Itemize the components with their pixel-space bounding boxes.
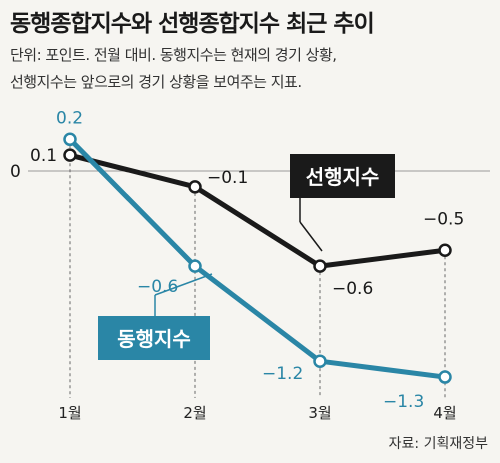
data-point-leading [188, 180, 202, 194]
x-tick-label: 1월 [58, 404, 81, 422]
chart-subtitle-line2: 선행지수는 앞으로의 경기 상황을 보여주는 지표. [10, 73, 302, 91]
data-point-coincident [63, 132, 77, 147]
source-note: 자료: 기획재정부 [388, 436, 488, 452]
leader-line-coincident [154, 273, 213, 296]
data-point-coincident [188, 259, 202, 273]
data-point-leading [438, 243, 452, 257]
legend-box-coincident [98, 316, 210, 360]
data-point-leading [313, 259, 327, 273]
x-tick-label: 4월 [433, 404, 456, 422]
data-label-coincident: −0.6 [137, 277, 178, 297]
x-tick-label: 2월 [183, 404, 206, 422]
chart-subtitle-line1: 단위: 포인트. 전월 대비. 동행지수는 현재의 경기 상황, [10, 46, 337, 64]
x-tick-label: 3월 [308, 404, 331, 422]
data-point-coincident [438, 370, 452, 384]
data-point-leading [63, 148, 77, 162]
data-label-leading: −0.1 [207, 168, 248, 188]
data-label-leading: −0.6 [332, 279, 373, 299]
data-label-leading: −0.5 [423, 209, 464, 229]
legend-label-coincident: 동행지수 [117, 327, 191, 351]
data-point-coincident [313, 354, 327, 368]
leader-line-leading [299, 221, 323, 252]
series-line-coincident [67, 136, 448, 380]
legend-box-leading [290, 154, 395, 198]
data-label-coincident: −1.2 [262, 364, 303, 384]
chart-title: 동행종합지수와 선행종합지수 최근 추이 [10, 11, 375, 37]
legend-label-leading: 선행지수 [306, 165, 380, 189]
data-label-leading: 0.1 [30, 146, 57, 166]
data-label-coincident: 0.2 [56, 108, 83, 128]
data-label-coincident: −1.3 [383, 392, 424, 412]
zero-label: 0 [10, 162, 21, 182]
series-line-leading [67, 152, 448, 269]
